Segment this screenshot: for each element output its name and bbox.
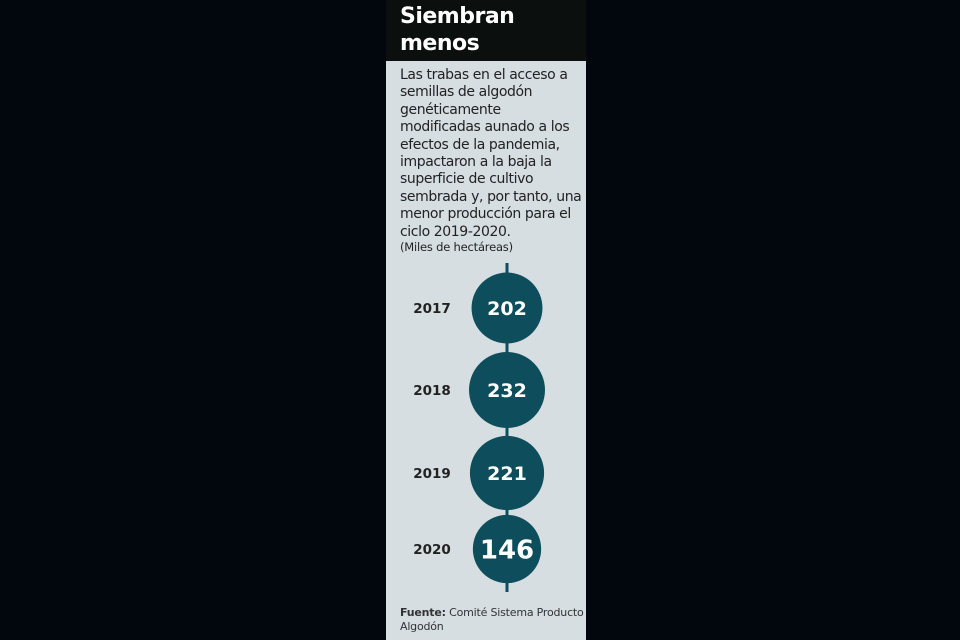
header: Siembran menos xyxy=(386,0,586,61)
bubble-2018 xyxy=(469,352,545,428)
source: Fuente: Comité Sistema Producto Algodón xyxy=(400,606,586,634)
year-label: 2018 xyxy=(413,383,451,399)
title: Siembran menos xyxy=(400,4,515,56)
year-label: 2020 xyxy=(413,542,451,558)
bubble-2017 xyxy=(471,272,543,344)
unit-label: (Miles de hectáreas) xyxy=(400,240,513,254)
bubble-value-label: 232 xyxy=(487,380,527,402)
bubble-value-label: 146 xyxy=(480,535,534,565)
infographic-panel: Siembran menos Las trabas en el acceso a… xyxy=(386,0,586,640)
bubble-2020 xyxy=(472,514,542,584)
year-label: 2019 xyxy=(413,466,451,482)
bubble-value-label: 221 xyxy=(487,463,527,485)
description: Las trabas en el acceso a semillas de al… xyxy=(400,67,582,240)
source-label: Fuente: xyxy=(400,606,446,619)
bubble-value-label: 202 xyxy=(487,298,527,320)
year-label: 2017 xyxy=(413,301,451,317)
bubble-2019 xyxy=(469,435,545,511)
bubble-chart: 202 2017 232 2018 221 2019 146 2020 xyxy=(413,263,545,592)
source-text: Comité Sistema Producto Algodón xyxy=(400,606,584,633)
